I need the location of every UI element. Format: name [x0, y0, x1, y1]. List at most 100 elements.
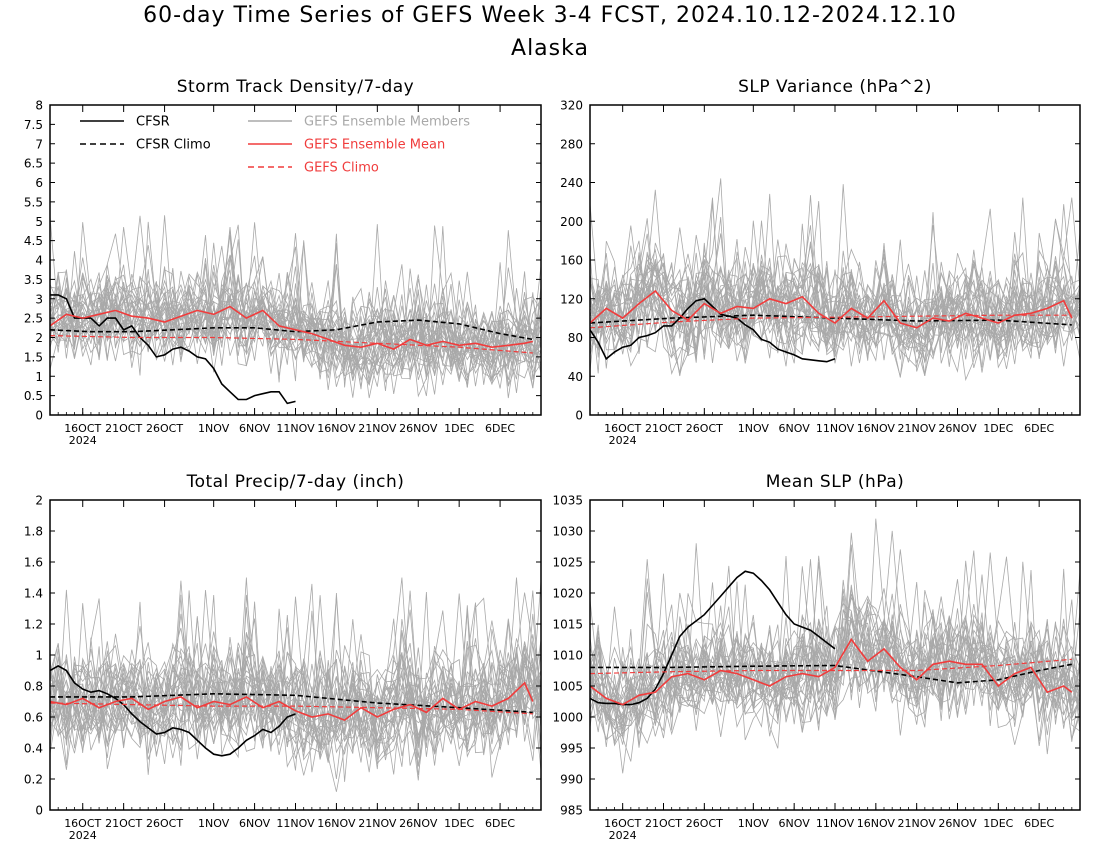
gefs-member-line [590, 204, 1080, 369]
x-tick-label: 26OCT [146, 422, 183, 435]
x-tick-label: 21OCT [645, 817, 682, 830]
y-tick-label: 1020 [552, 587, 583, 601]
x-tick-label: 1DEC [983, 422, 1013, 435]
gefs-member-line [50, 233, 541, 388]
y-tick-label: 160 [560, 254, 583, 268]
x-tick-label: 21NOV [358, 817, 397, 830]
x-tick-label: 11NOV [816, 817, 855, 830]
x-tick-label: 1DEC [444, 817, 474, 830]
y-tick-label: 990 [560, 773, 583, 787]
chart-panel-1: Storm Track Density/7-day 0 0.5 1 1.5 2 2.5 3 3.… [24, 77, 542, 447]
y-tick-label: 280 [560, 137, 583, 151]
x-tick-label: 21NOV [358, 422, 397, 435]
y-tick-label: 1 [35, 649, 43, 663]
y-tick-label: 6 [35, 176, 43, 190]
x-tick-label: 11NOV [276, 422, 315, 435]
gefs-member-line [590, 587, 1080, 724]
gefs-member-line [590, 613, 1080, 724]
x-tick-label: 6DEC [1024, 817, 1054, 830]
gefs-member-line [50, 264, 541, 399]
gefs-member-line [50, 590, 541, 766]
gefs-member-line [50, 221, 541, 381]
gefs-member-line [590, 243, 1080, 363]
x-tick-label: 11NOV [276, 817, 315, 830]
y-tick-label: 1010 [552, 649, 583, 663]
y-tick-label: 2 [35, 494, 43, 508]
y-tick-label: 1030 [552, 525, 583, 539]
panel-title: Total Precip/7-day (inch) [186, 472, 405, 492]
y-tick-label: 240 [560, 176, 583, 190]
y-tick-label: 5 [35, 215, 43, 229]
gefs-climo-line [50, 702, 533, 715]
x-year-label: 2024 [609, 829, 637, 842]
cfsr-line [50, 294, 296, 405]
panel-title: Mean SLP (hPa) [766, 472, 905, 492]
x-tick-label: 1DEC [983, 817, 1013, 830]
y-tick-label: 3 [35, 292, 43, 306]
x-tick-label: 6DEC [1024, 422, 1054, 435]
x-tick-label: 6NOV [779, 817, 811, 830]
gefs-member-line [590, 544, 1080, 742]
cfsr-climo-line [50, 692, 533, 714]
chart-panel-3: Total Precip/7-day (inch)00.20.40.60.811… [24, 472, 542, 842]
y-tick-label: 200 [560, 215, 583, 229]
figure-subtitle: Alaska [511, 36, 589, 61]
y-tick-label: 1035 [552, 494, 583, 508]
gefs-member-line [50, 610, 541, 775]
y-tick-label: 8 [35, 99, 43, 113]
x-tick-label: 21OCT [645, 422, 682, 435]
panel-title: Storm Track Density/7-day [177, 77, 414, 97]
y-tick-label: 40 [568, 370, 583, 384]
gefs-member-line [590, 599, 1080, 737]
x-tick-label: 26OCT [686, 422, 723, 435]
y-tick-label: 0.8 [24, 680, 43, 694]
x-tick-label: 16NOV [857, 422, 896, 435]
gefs-climo-line [590, 658, 1072, 675]
y-tick-label: 1.2 [24, 618, 43, 632]
gefs-member-line [590, 555, 1080, 736]
cfsr-line [50, 664, 296, 757]
gefs-member-line [590, 532, 1080, 731]
y-tick-label: 985 [560, 804, 583, 818]
gefs-member-line [50, 590, 541, 776]
gefs-member-line [50, 577, 541, 770]
y-tick-label: 4 [35, 254, 43, 268]
gefs-member-line [590, 569, 1080, 723]
y-tick-label: 0 [35, 409, 43, 423]
gefs-member-line [590, 240, 1080, 374]
x-tick-label: 26NOV [938, 817, 977, 830]
panel-title: SLP Variance (hPa^2) [738, 77, 932, 97]
legend-label: GEFS Climo [304, 161, 379, 176]
x-tick-label: 1NOV [738, 422, 770, 435]
y-tick-label: 1.5 [24, 350, 43, 364]
gefs-member-line [590, 552, 1080, 718]
x-tick-label: 6DEC [485, 817, 515, 830]
gefs-member-line [590, 197, 1080, 352]
legend-label: CFSR [136, 115, 170, 130]
x-tick-label: 16OCT [64, 422, 101, 435]
gefs-member-line [590, 212, 1080, 360]
gefs-member-line [590, 249, 1080, 375]
gefs-member-line [590, 263, 1080, 377]
gefs-member-line [590, 560, 1080, 744]
chart-panel-2: SLP Variance (hPa^2) 0 40 80 120 160 200 240 280… [560, 77, 1081, 447]
y-tick-label: 5.5 [24, 195, 43, 209]
y-tick-label: 6.5 [24, 157, 43, 171]
y-tick-label: 2.5 [24, 312, 43, 326]
plot-area [50, 215, 541, 405]
x-tick-label: 11NOV [816, 422, 855, 435]
gefs-ensemble-mean-line [590, 638, 1073, 706]
cfsr-climo-line [590, 314, 1072, 326]
legend-label: CFSR Climo [136, 138, 211, 153]
legend-label: GEFS Ensemble Mean [304, 138, 445, 153]
y-tick-label: 7 [35, 137, 43, 151]
gefs-member-line [50, 610, 541, 750]
x-tick-label: 1NOV [738, 817, 770, 830]
legend-label: GEFS Ensemble Members [304, 115, 470, 130]
x-tick-label: 16OCT [64, 817, 101, 830]
gefs-climo-line [590, 314, 1072, 329]
gefs-member-line [50, 595, 541, 751]
x-tick-label: 21OCT [105, 422, 142, 435]
x-tick-label: 26OCT [686, 817, 723, 830]
